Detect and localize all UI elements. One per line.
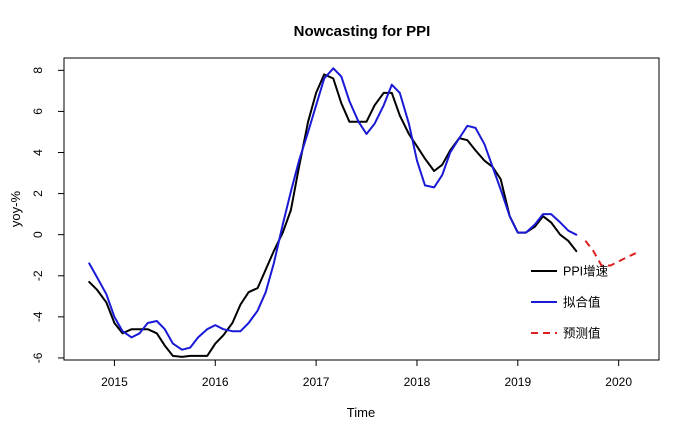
series-line-2 bbox=[584, 240, 637, 267]
y-tick-label: 4 bbox=[31, 149, 45, 156]
x-axis: 2015 2016 2017 2018 2019 2020 bbox=[101, 360, 632, 389]
y-axis: -6 -4 -2 0 2 4 6 8 bbox=[31, 67, 64, 363]
y-tick-label: -6 bbox=[31, 352, 45, 363]
x-tick-label: 2016 bbox=[202, 375, 229, 389]
y-tick-label: 2 bbox=[31, 190, 45, 197]
plot-frame bbox=[63, 57, 660, 361]
y-axis-label: yoy-% bbox=[8, 191, 23, 228]
legend-label-2: 预测值 bbox=[563, 326, 601, 341]
x-tick-label: 2017 bbox=[303, 375, 330, 389]
x-tick-label: 2015 bbox=[101, 375, 128, 389]
series-line-0 bbox=[88, 73, 578, 358]
chart-title: Nowcasting for PPI bbox=[294, 23, 431, 40]
y-tick-label: -4 bbox=[31, 311, 45, 322]
x-axis-label: Time bbox=[347, 405, 375, 420]
x-tick-label: 2020 bbox=[605, 375, 632, 389]
series-layer bbox=[88, 67, 637, 358]
y-tick-label: 0 bbox=[31, 231, 45, 238]
legend-label-1: 拟合值 bbox=[563, 295, 601, 310]
legend-label-0: PPI增速 bbox=[563, 264, 609, 279]
x-tick-label: 2019 bbox=[504, 375, 531, 389]
y-tick-label: 8 bbox=[31, 67, 45, 74]
y-tick-label: 6 bbox=[31, 108, 45, 115]
x-tick-label: 2018 bbox=[404, 375, 431, 389]
y-tick-label: -2 bbox=[31, 270, 45, 281]
series-line-1 bbox=[88, 67, 578, 351]
